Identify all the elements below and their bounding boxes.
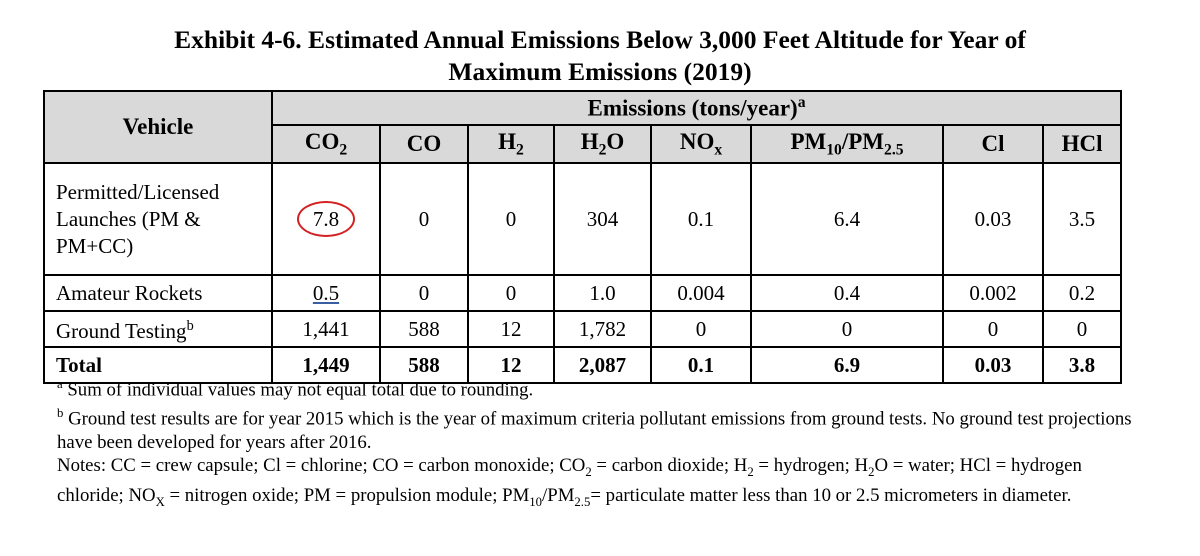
table-row: Amateur Rockets 0.5 0 0 1.0 0.004 0.4 0.…	[43, 274, 1123, 312]
table-cell: 0.1	[650, 346, 752, 384]
table-cell: 12	[467, 346, 555, 384]
row-label: Permitted/Licensed Launches (PM & PM+CC)	[43, 162, 273, 276]
table-cell: 3.5	[1041, 162, 1123, 276]
abbreviation-notes: Notes: CC = crew capsule; Cl = chlorine;…	[57, 455, 1082, 510]
exhibit-title: Exhibit 4-6. Estimated Annual Emissions …	[0, 24, 1200, 88]
column-header: Cl	[942, 124, 1044, 164]
column-header: HCl	[1041, 124, 1123, 164]
table-cell: 0	[1041, 310, 1123, 348]
total-row: Total 1,449 588 12 2,087 0.1 6.9 0.03 3.…	[43, 346, 1123, 384]
table-cell: 0.03	[942, 162, 1044, 276]
footnote-b: b Ground test results are for year 2015 …	[57, 405, 1132, 453]
table-cell: 0	[467, 274, 555, 312]
vehicle-header: Vehicle	[43, 90, 273, 164]
row-label: Total	[43, 346, 273, 384]
table-notes: a Sum of individual values may not equal…	[57, 373, 1147, 515]
circled-value: 7.8	[296, 201, 356, 237]
table-cell: 12	[467, 310, 555, 348]
table-cell: 0.03	[942, 346, 1044, 384]
table-row: Ground Testingb 1,441 588 12 1,782 0 0 0…	[43, 310, 1123, 348]
table-cell: 0.4	[750, 274, 944, 312]
column-header: H2O	[553, 124, 652, 164]
table-cell: 1,782	[553, 310, 652, 348]
emissions-table: Vehicle Emissions (tons/year)a CO2 CO H2…	[43, 90, 1123, 384]
table-cell: 2,087	[553, 346, 652, 384]
title-line-2: Maximum Emissions (2019)	[448, 57, 752, 86]
table-cell: 6.9	[750, 346, 944, 384]
table-cell: 0.1	[650, 162, 752, 276]
table-cell: 0	[379, 274, 469, 312]
table-row: Permitted/Licensed Launches (PM & PM+CC)…	[43, 162, 1123, 276]
title-line-1: Exhibit 4-6. Estimated Annual Emissions …	[174, 25, 1026, 54]
footnote-a: a Sum of individual values may not equal…	[57, 377, 534, 401]
table-cell: 0	[379, 162, 469, 276]
table-cell: 0	[942, 310, 1044, 348]
table-cell: 588	[379, 346, 469, 384]
column-header: CO2	[271, 124, 381, 164]
table-cell: 0	[467, 162, 555, 276]
table-cell: 3.8	[1041, 346, 1123, 384]
table-cell: 0.004	[650, 274, 752, 312]
table-cell: 1.0	[553, 274, 652, 312]
table-cell: 588	[379, 310, 469, 348]
table-cell: 1,441	[271, 310, 381, 348]
table-cell: 0	[650, 310, 752, 348]
column-header: NOx	[650, 124, 752, 164]
column-header: H2	[467, 124, 555, 164]
table-cell: 0	[750, 310, 944, 348]
table-cell: 7.8	[271, 162, 381, 276]
column-header: PM10/PM2.5	[750, 124, 944, 164]
table-cell: 0.2	[1041, 274, 1123, 312]
table-cell: 6.4	[750, 162, 944, 276]
column-header: CO	[379, 124, 469, 164]
table-cell: 1,449	[271, 346, 381, 384]
table-cell: 0.5	[271, 274, 381, 312]
emissions-group-header: Emissions (tons/year)a	[270, 90, 1123, 126]
row-label: Ground Testingb	[43, 310, 273, 348]
table-cell: 304	[553, 162, 652, 276]
table-cell: 0.002	[942, 274, 1044, 312]
row-label: Amateur Rockets	[43, 274, 273, 312]
